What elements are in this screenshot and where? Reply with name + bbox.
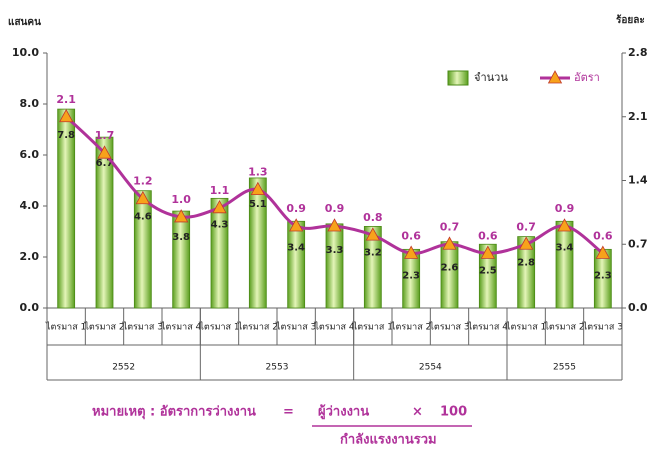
rate-marker: [250, 181, 266, 196]
y2-tick-label: 2.1: [628, 110, 648, 123]
x-tick-label: ไตรมาส 1: [198, 322, 239, 333]
rate-marker: [97, 145, 112, 159]
rate-marker: [58, 108, 74, 123]
x-tick-label: ไตรมาส 4: [313, 322, 355, 333]
legend-swatch: [447, 70, 469, 86]
rate-marker: [288, 218, 304, 232]
y2-tick-label: 0.0: [628, 301, 648, 314]
x-tick-label: ไตรมาส 1: [45, 322, 86, 333]
y-tick-label: 2.0: [20, 250, 40, 263]
rate-value-label: 1.3: [248, 166, 268, 179]
bar-value-label: 2.3: [594, 270, 612, 281]
bar: [440, 241, 459, 309]
bar-value-label: 5.1: [249, 199, 267, 210]
x-tick-label: ไตรมาส 2: [83, 322, 124, 333]
x-tick-label: ไตรมาส 4: [467, 322, 509, 333]
bar: [133, 190, 152, 309]
bar-value-label: 3.3: [326, 245, 344, 256]
x-tick-label: ไตรมาส 1: [505, 322, 546, 333]
legend-marker: [547, 70, 563, 84]
y-tick-label: 6.0: [20, 148, 40, 161]
rate-marker: [442, 236, 457, 250]
bar: [95, 136, 114, 309]
rate-value-label: 0.6: [478, 229, 498, 242]
bar: [363, 225, 382, 309]
note-label: หมายเหตุ : อัตราการว่างงาน: [92, 405, 256, 420]
bar: [172, 210, 191, 309]
note-factor: 100: [440, 405, 467, 420]
rate-value-label: 0.8: [363, 211, 383, 224]
bar: [210, 197, 229, 309]
y2-tick-label: 0.7: [628, 237, 648, 250]
bar: [287, 220, 306, 309]
rate-value-label: 0.9: [325, 202, 345, 215]
legend-label: จำนวน: [474, 71, 508, 84]
x-tick-label: ไตรมาส 3: [275, 322, 316, 333]
rate-value-label: 2.1: [56, 93, 76, 106]
bar-value-label: 3.8: [172, 232, 190, 243]
rate-value-label: 1.2: [133, 175, 153, 188]
rate-value-label: 0.6: [401, 229, 421, 242]
rate-marker: [365, 227, 381, 241]
rate-value-label: 1.7: [95, 129, 115, 142]
legend-label: อัตรา: [574, 71, 600, 84]
x-tick-label: ไตรมาส 3: [428, 322, 469, 333]
bar: [478, 243, 497, 309]
note-times: ×: [412, 405, 423, 420]
rate-marker: [212, 199, 227, 214]
y2-axis-label: ร้อยละ: [616, 14, 645, 26]
rate-marker: [557, 218, 572, 232]
rate-marker: [480, 245, 496, 259]
x-tick-label: ไตรมาส 2: [390, 322, 431, 333]
x-tick-label: ไตรมาส 1: [352, 322, 393, 333]
y-axis-label: แสนคน: [8, 17, 41, 28]
y-tick-label: 0.0: [20, 301, 40, 314]
bar: [325, 223, 344, 309]
bar-value-label: 7.8: [57, 130, 75, 141]
group-label: 2552: [112, 363, 135, 373]
y-tick-label: 10.0: [12, 46, 39, 59]
y-tick-label: 8.0: [20, 97, 40, 110]
rate-marker: [173, 209, 189, 223]
x-tick-label: ไตรมาส 4: [160, 322, 202, 333]
rate-marker: [135, 190, 151, 205]
bar-value-label: 4.3: [211, 219, 229, 230]
rate-value-label: 1.0: [171, 193, 191, 206]
bar: [248, 177, 267, 309]
rate-marker: [403, 245, 419, 259]
y-tick-label: 4.0: [20, 199, 40, 212]
note-denominator: กำลังแรงงานรวม: [340, 432, 437, 448]
bar-value-label: 6.7: [96, 158, 114, 169]
bar-value-label: 3.4: [287, 242, 305, 253]
y2-tick-label: 1.4: [628, 174, 648, 187]
bar-value-label: 2.5: [479, 265, 497, 276]
x-tick-label: ไตรมาส 3: [582, 322, 623, 333]
rate-marker: [595, 245, 611, 259]
bar: [555, 220, 574, 309]
rate-value-label: 1.1: [210, 184, 230, 197]
note-numerator: ผู้ว่างงาน: [318, 404, 369, 420]
note-equals: =: [283, 405, 294, 420]
x-tick-label: ไตรมาส 2: [543, 322, 584, 333]
group-label: 2555: [553, 363, 576, 373]
rate-value-label: 0.6: [593, 229, 613, 242]
group-label: 2554: [419, 363, 442, 373]
bar-value-label: 2.3: [402, 270, 420, 281]
y2-tick-label: 2.8: [628, 46, 648, 59]
rate-marker: [518, 236, 534, 250]
rate-value-label: 0.7: [516, 220, 536, 233]
x-tick-label: ไตรมาส 2: [237, 322, 278, 333]
bar-value-label: 4.6: [134, 212, 152, 223]
rate-value-label: 0.9: [286, 202, 306, 215]
rate-value-label: 0.9: [555, 202, 575, 215]
bar-value-label: 3.4: [556, 242, 574, 253]
bar-value-label: 3.2: [364, 247, 382, 258]
bar-value-label: 2.8: [517, 258, 535, 269]
x-tick-label: ไตรมาส 3: [122, 322, 163, 333]
group-label: 2553: [266, 363, 289, 373]
bar-value-label: 2.6: [441, 263, 459, 274]
rate-value-label: 0.7: [440, 220, 460, 233]
rate-marker: [327, 218, 342, 232]
